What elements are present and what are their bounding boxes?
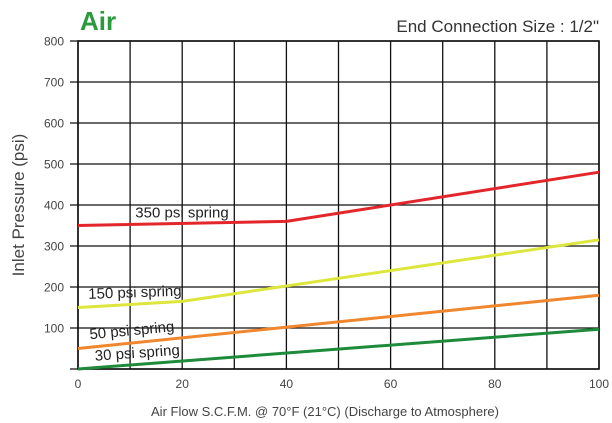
- y-tick-label: 700: [44, 76, 64, 90]
- tick-labels: 0 20 40 60 80 100 100 200 300 400 500 600 700 800: [44, 35, 609, 392]
- series-label-150-psi-spring: 150 psi spring: [88, 283, 182, 303]
- chart-title: Air: [80, 6, 116, 36]
- series-lines: [77, 170, 600, 371]
- y-tick-label: 800: [44, 35, 64, 49]
- series-line-30-psi-spring: [77, 327, 600, 371]
- plot-frame: [77, 40, 600, 370]
- x-tick-label: 40: [280, 377, 294, 391]
- x-tick-label: 100: [589, 377, 609, 391]
- series-line-350-psi-spring: [77, 170, 600, 227]
- series-line-50-psi-spring: [77, 293, 600, 350]
- series-label-30-psi-spring: 30 psi spring: [94, 342, 180, 365]
- y-tick-label: 300: [44, 240, 64, 254]
- series-line-150-psi-spring: [77, 238, 600, 309]
- end-connection-size: End Connection Size : 1/2": [396, 17, 599, 36]
- x-axis-label: Air Flow S.C.F.M. @ 70°F (21°C) (Dischar…: [151, 404, 499, 419]
- y-tick-label: 200: [44, 281, 64, 295]
- grid: [70, 40, 600, 370]
- series-label-350-psi-spring: 350 psi spring: [135, 204, 228, 221]
- x-tick-label: 60: [384, 377, 398, 391]
- y-axis-label: Inlet Pressure (psi): [9, 134, 28, 277]
- y-tick-label: 500: [44, 158, 64, 172]
- x-tick-label: 20: [176, 377, 190, 391]
- x-tick-label: 0: [75, 377, 82, 391]
- x-tick-label: 80: [488, 377, 502, 391]
- y-tick-label: 400: [44, 199, 64, 213]
- y-tick-label: 100: [44, 322, 64, 336]
- y-tick-label: 600: [44, 117, 64, 131]
